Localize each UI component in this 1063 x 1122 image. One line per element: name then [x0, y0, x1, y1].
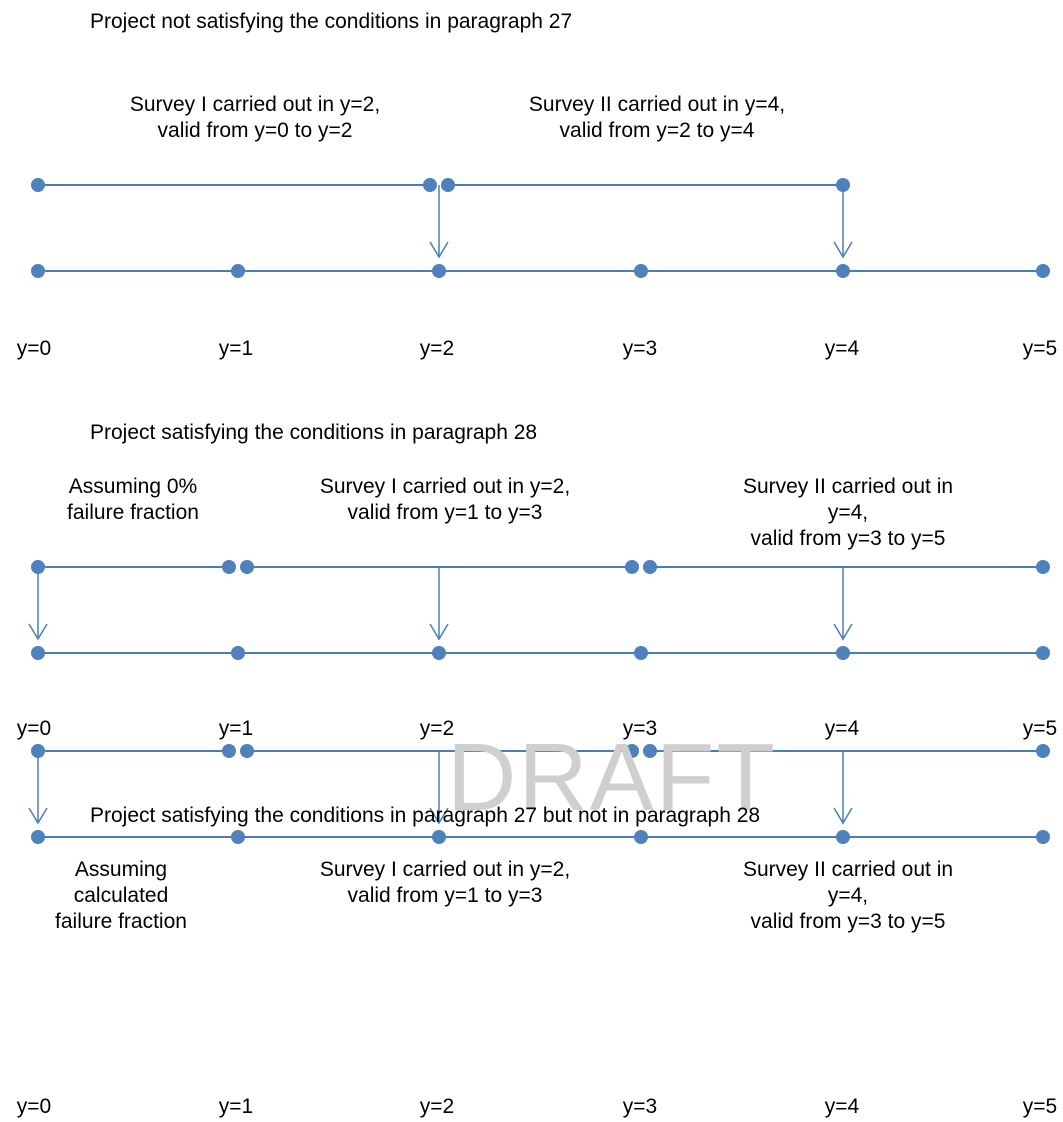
- panel-3-tick-y1: y=1: [218, 1095, 254, 1118]
- panel-3-validity-segment-3-end-point: [1036, 744, 1050, 758]
- panel-2-validity-segment-1-arrow-head: [28, 623, 48, 641]
- panel-3-validity-segment-1-end-point: [222, 744, 236, 758]
- panel-3-baseline-point-y4: [836, 830, 850, 844]
- panel-1-baseline-point-y4: [836, 264, 850, 278]
- panel-2-tick-y3: y=3: [622, 717, 658, 740]
- panel-1-validity-segment-2-start-point: [441, 178, 455, 192]
- panel-1-baseline-point-y5: [1036, 264, 1050, 278]
- panel-2-validity-segment-3-arrow-head: [833, 623, 853, 641]
- panel-1-tick-y0: y=0: [16, 337, 52, 360]
- panel-2-tick-y1: y=1: [218, 717, 254, 740]
- panel-2-validity-segment-2-start-point: [240, 560, 254, 574]
- panel-1-validity-segment-1-end-point: [423, 178, 437, 192]
- panel-1-baseline-point-y1: [231, 264, 245, 278]
- panel-2-tick-y2: y=2: [419, 717, 455, 740]
- panel-3-validity-segment-2-start-point: [240, 744, 254, 758]
- panel-3-title: Project satisfying the conditions in par…: [90, 804, 761, 827]
- panel-2-baseline-point-y2: [432, 646, 446, 660]
- panel-3-baseline-point-y0: [31, 830, 45, 844]
- panel-2-baseline-point-y4: [836, 646, 850, 660]
- panel-1-tick-y1: y=1: [218, 337, 254, 360]
- panel-1-validity-segment-2-arrow-head: [833, 241, 853, 259]
- panel-1-tick-y5: y=5: [1022, 337, 1058, 360]
- panel-2-tick-y4: y=4: [824, 717, 860, 740]
- panel-3-baseline-point-y1: [231, 830, 245, 844]
- panel-1-tick-y3: y=3: [622, 337, 658, 360]
- panel-2-title: Project satisfying the conditions in par…: [90, 421, 538, 444]
- panel-3-tick-y3: y=3: [622, 1095, 658, 1118]
- panel-2-baseline-point-y5: [1036, 646, 1050, 660]
- panel-3-validity-segment-1-arrow-head: [28, 807, 48, 825]
- panel-1-tick-y2: y=2: [419, 337, 455, 360]
- panel-1-validity-segment-1-start-point: [31, 178, 45, 192]
- panel-2-validity-segment-1-end-point: [222, 560, 236, 574]
- panel-2-survey-2-label: Survey II carried out in y=4, valid from…: [742, 475, 954, 550]
- panel-2-tick-y0: y=0: [16, 717, 52, 740]
- panel-2-baseline-point-y3: [634, 646, 648, 660]
- panel-3-tick-y0: y=0: [16, 1095, 52, 1118]
- panel-3-validity-segment-2-arrow-head: [429, 807, 449, 825]
- panel-1-baseline-point-y0: [31, 264, 45, 278]
- panel-3-tick-y2: y=2: [419, 1095, 455, 1118]
- panel-1-validity-segment-1-arrow-head: [429, 241, 449, 259]
- panel-2-validity-segment-2-end-point: [625, 560, 639, 574]
- panel-3-baseline-point-y5: [1036, 830, 1050, 844]
- panel-2-validity-segment-2-arrow-head: [429, 623, 449, 641]
- panel-2-validity-segment-3-end-point: [1036, 560, 1050, 574]
- panel-3-validity-segment-3-arrow-head: [833, 807, 853, 825]
- panel-3-baseline-point-y3: [634, 830, 648, 844]
- panel-1-survey-2-label: Survey II carried out in y=4, valid from…: [528, 93, 786, 142]
- panel-1-baseline-point-y3: [634, 264, 648, 278]
- panel-1-title: Project not satisfying the conditions in…: [90, 10, 573, 33]
- panel-2-validity-segment-3-start-point: [643, 560, 657, 574]
- panel-3-baseline-point-y2: [432, 830, 446, 844]
- panel-2-baseline-point-y1: [231, 646, 245, 660]
- panel-2-survey-1-label: Survey I carried out in y=2, valid from …: [319, 475, 571, 524]
- panel-2-tick-y5: y=5: [1022, 717, 1058, 740]
- draft-watermark: DRAFT: [447, 724, 777, 831]
- panel-2-baseline-point-y0: [31, 646, 45, 660]
- panel-1-survey-1-label: Survey I carried out in y=2, valid from …: [129, 93, 381, 142]
- panel-3-tick-y4: y=4: [824, 1095, 860, 1118]
- panel-3-validity-segment-3-start-point: [643, 744, 657, 758]
- panel-1-tick-y4: y=4: [824, 337, 860, 360]
- panel-3-survey-2-label: Survey II carried out in y=4, valid from…: [742, 858, 954, 933]
- panel-2-assumption-label: Assuming 0% failure fraction: [67, 475, 199, 524]
- panel-3-survey-1-label: Survey I carried out in y=2, valid from …: [319, 858, 571, 907]
- panel-3-validity-segment-2-end-point: [625, 744, 639, 758]
- panel-3-assumption-label: Assuming calculated failure fraction: [55, 858, 187, 933]
- panel-1-baseline-point-y2: [432, 264, 446, 278]
- panel-3-tick-y5: y=5: [1022, 1095, 1058, 1118]
